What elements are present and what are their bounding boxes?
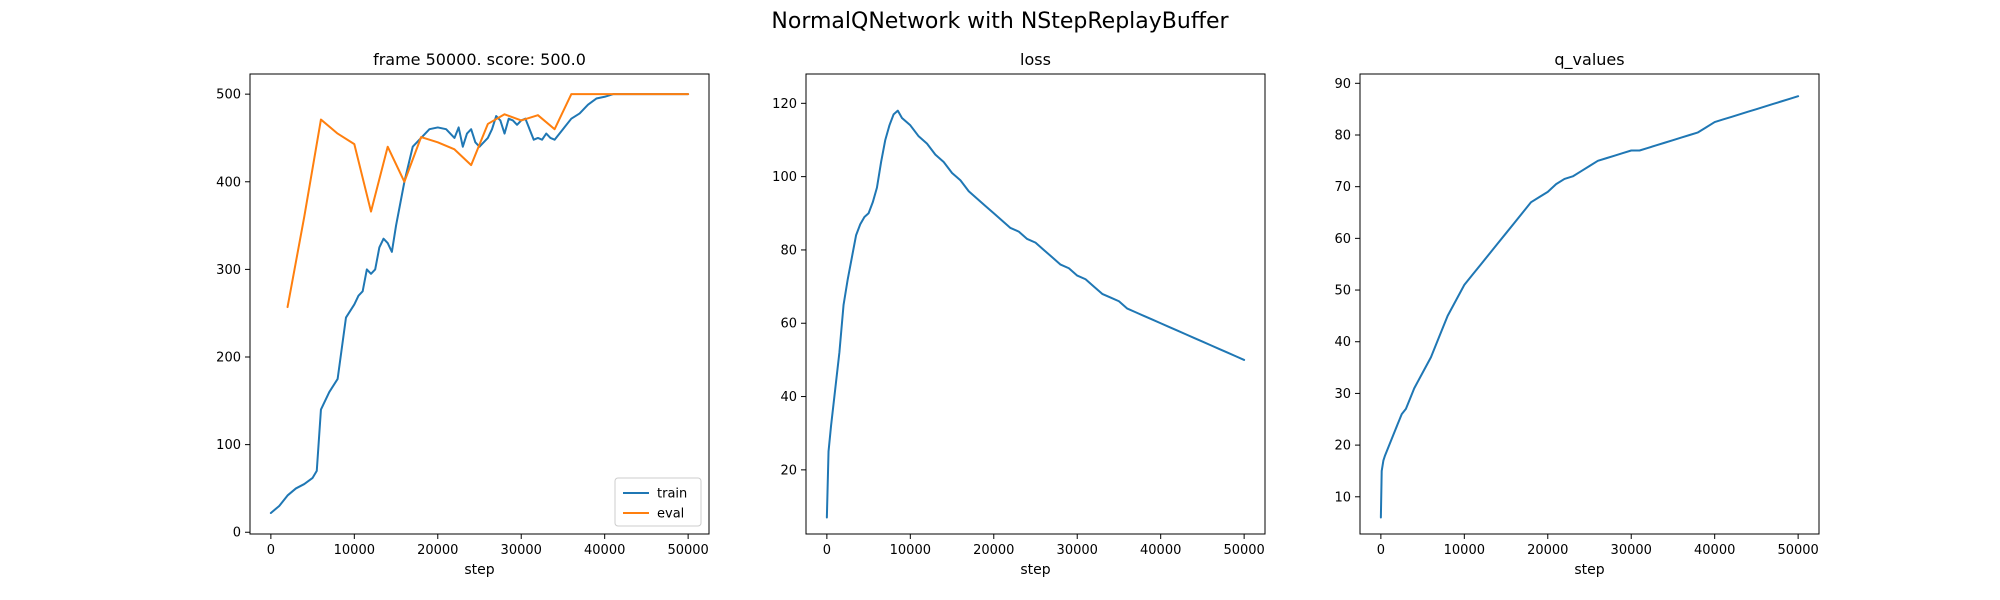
loss-xtick-label: 10000 xyxy=(890,543,931,558)
qvalues-xtick-label: 20000 xyxy=(1527,543,1568,558)
qvalues-ytick-label: 70 xyxy=(1334,180,1351,195)
qvalues-xtick-label: 0 xyxy=(1377,543,1385,558)
score-xtick-label: 0 xyxy=(267,543,275,558)
score-ytick-label: 300 xyxy=(216,263,241,278)
subplot-qvalues: q_values 0 10000 20000 30000 40000 50000 10 20 30… xyxy=(1334,50,1820,578)
score-ytick-label: 400 xyxy=(216,175,241,190)
loss-xtick-label: 20000 xyxy=(973,543,1014,558)
loss-ytick-label: 60 xyxy=(780,317,797,332)
loss-ytick-label: 20 xyxy=(780,463,797,478)
figure-suptitle: NormalQNetwork with NStepReplayBuffer xyxy=(771,9,1229,34)
loss-ytick-label: 80 xyxy=(780,243,797,258)
qvalues-xtick-label: 10000 xyxy=(1444,543,1485,558)
subplot-loss: loss 0 10000 20000 30000 40000 50000 20 40 60 80 10… xyxy=(772,50,1266,578)
score-ytick-label: 100 xyxy=(216,438,241,453)
score-ytick-label: 500 xyxy=(216,88,241,103)
qvalues-axes-frame xyxy=(1359,73,1820,535)
score-legend: train eval xyxy=(614,477,702,527)
loss-xtick-label: 40000 xyxy=(1140,543,1181,558)
qvalues-ytick-label: 80 xyxy=(1334,128,1351,143)
score-xtick-label: 30000 xyxy=(501,543,542,558)
loss-series-0-line xyxy=(825,109,1246,519)
loss-xtick-label: 50000 xyxy=(1223,543,1264,558)
subplot-score: frame 50000. score: 500.00 10000 20000 3000… xyxy=(216,50,710,578)
score-axes-frame xyxy=(249,73,710,535)
score-train-line xyxy=(269,93,690,514)
score-xtick-label: 50000 xyxy=(667,543,708,558)
score-ytick-label: 0 xyxy=(233,526,241,541)
score-eval-line xyxy=(286,93,690,309)
qvalues-ytick-label: 10 xyxy=(1334,490,1351,505)
qvalues-ytick-label: 90 xyxy=(1334,77,1351,92)
loss-title: loss xyxy=(1020,50,1051,69)
legend-eval-label: eval xyxy=(657,507,684,522)
qvalues-series-0-line xyxy=(1379,95,1800,519)
loss-ytick-label: 40 xyxy=(780,390,797,405)
qvalues-ytick-label: 50 xyxy=(1334,284,1351,299)
qvalues-xtick-label: 50000 xyxy=(1777,543,1818,558)
score-title: frame 50000. score: 500.0 xyxy=(373,50,586,69)
loss-xlabel: step xyxy=(1020,562,1050,578)
score-xtick-label: 40000 xyxy=(584,543,625,558)
score-xtick-label: 20000 xyxy=(417,543,458,558)
subplot-grid: frame 50000. score: 500.00 10000 20000 3000… xyxy=(216,50,1820,578)
loss-xtick-label: 0 xyxy=(823,543,831,558)
qvalues-xtick-label: 40000 xyxy=(1694,543,1735,558)
score-xtick-label: 10000 xyxy=(334,543,375,558)
qvalues-title: q_values xyxy=(1554,50,1624,70)
qvalues-ytick-label: 20 xyxy=(1334,439,1351,454)
qvalues-xtick-label: 30000 xyxy=(1611,543,1652,558)
qvalues-ytick-label: 40 xyxy=(1334,335,1351,350)
loss-ytick-label: 100 xyxy=(772,170,797,185)
qvalues-ytick-label: 60 xyxy=(1334,232,1351,247)
score-xlabel: step xyxy=(464,562,494,578)
qvalues-ytick-label: 30 xyxy=(1334,387,1351,402)
loss-axes-frame xyxy=(805,73,1266,535)
score-ytick-label: 200 xyxy=(216,351,241,366)
qvalues-xlabel: step xyxy=(1574,562,1604,578)
loss-xtick-label: 30000 xyxy=(1057,543,1098,558)
legend-train-label: train xyxy=(657,487,687,502)
loss-ytick-label: 120 xyxy=(772,97,797,112)
